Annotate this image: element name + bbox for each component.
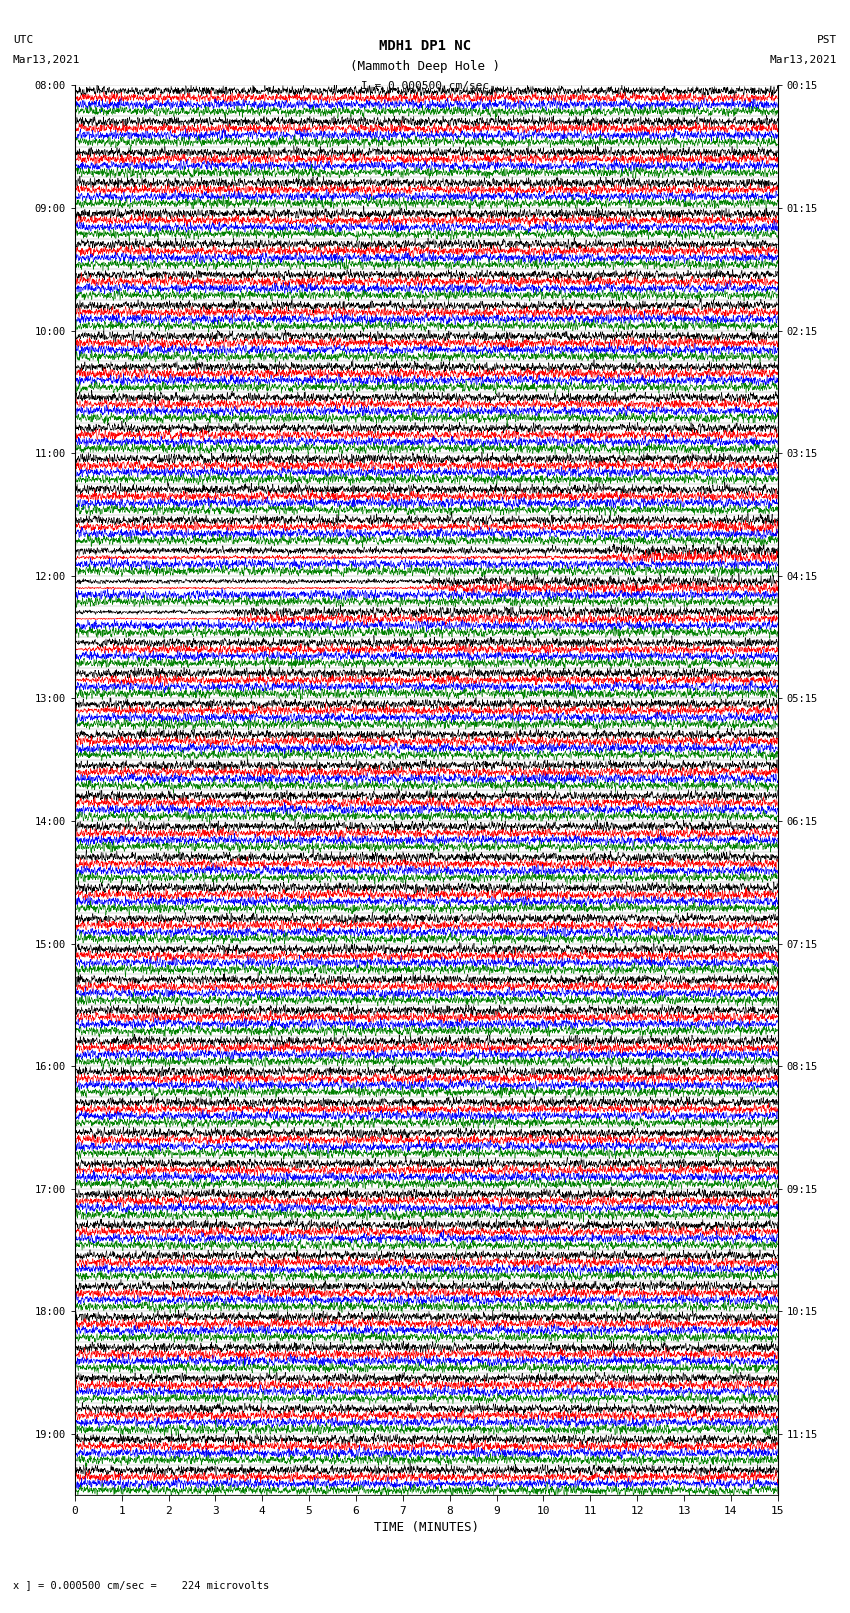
Text: x ] = 0.000500 cm/sec =    224 microvolts: x ] = 0.000500 cm/sec = 224 microvolts xyxy=(13,1581,269,1590)
Text: UTC: UTC xyxy=(13,35,33,45)
Text: Mar13,2021: Mar13,2021 xyxy=(770,55,837,65)
Text: Mar13,2021: Mar13,2021 xyxy=(13,55,80,65)
Text: (Mammoth Deep Hole ): (Mammoth Deep Hole ) xyxy=(350,60,500,73)
Text: MDH1 DP1 NC: MDH1 DP1 NC xyxy=(379,39,471,53)
Text: I = 0.000500 cm/sec: I = 0.000500 cm/sec xyxy=(361,81,489,90)
Text: PST: PST xyxy=(817,35,837,45)
X-axis label: TIME (MINUTES): TIME (MINUTES) xyxy=(374,1521,479,1534)
